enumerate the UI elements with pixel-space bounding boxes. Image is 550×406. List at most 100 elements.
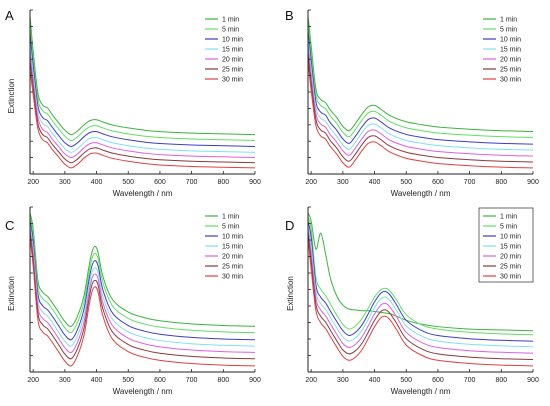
x-tick-label: 600 [154,179,166,186]
series-line-15-min [308,225,533,348]
legend-entry: 15 min [500,244,521,251]
legend-entry: 15 min [222,244,243,251]
panel-label: B [285,8,294,23]
legend-entry: 10 min [500,234,521,241]
panel-label: C [5,218,14,233]
legend-entry: 5 min [222,224,239,231]
x-tick-label: 600 [154,377,166,384]
x-tick-label: 300 [59,179,71,186]
x-tick-label: 500 [400,179,412,186]
panel-b: 200 300 400 500 600 700 800 900 Wavelength / nm B… [285,8,539,198]
x-tick-label: 800 [495,377,507,384]
series-lines [30,213,255,367]
x-tick-label: 900 [527,377,539,384]
series-line-15-min [308,38,533,151]
series-line-1-min [30,16,255,136]
series-line-30-min [30,236,255,367]
legend-entry: 5 min [222,27,239,34]
legend: 1 min 5 min 10 min 15 min 20 min 25 min 30 min [205,17,243,84]
panel-c: 200 300 400 500 600 700 800 900 Wavelength / nm E… [5,206,261,396]
x-tick-label: 700 [464,179,476,186]
series-line-20-min [308,45,533,157]
x-tick-label: 600 [432,377,444,384]
series-lines [308,212,533,367]
x-tick-label: 700 [186,179,198,186]
series-line-10-min [308,30,533,145]
x-tick-label: 500 [122,179,134,186]
series-line-25-min [30,232,255,360]
panel-a: 200 300 400 500 600 700 800 900 Wavelength / nm E… [5,8,261,198]
series-line-1-min [308,212,533,332]
y-axis-title: Extinction [7,276,16,311]
series-line-25-min [30,60,255,164]
series-line-10-min [30,220,255,341]
x-tick-label: 800 [217,179,229,186]
x-axis-title: Wavelength / nm [113,387,173,396]
legend-entry: 20 min [222,254,243,261]
panel-label: A [5,8,14,23]
panel-d: 200 300 400 500 600 700 800 900 Wavelength / nm E… [285,206,539,396]
legend-entry: 25 min [222,67,243,74]
x-tick-label: 400 [91,179,103,186]
legend-entry: 30 min [222,77,243,84]
x-tick-label: 500 [400,377,412,384]
series-line-30-min [308,237,533,367]
series-line-15-min [30,42,255,153]
legend-entry: 1 min [500,17,517,24]
series-line-20-min [30,51,255,159]
legend-entry: 30 min [222,274,243,281]
x-tick-label: 800 [217,377,229,384]
legend-entry: 10 min [222,37,243,44]
legend: 1 min 5 min 10 min 15 min 20 min 25 min 30 min [478,207,534,283]
legend-entry: 30 min [500,77,521,84]
x-tick-label: 900 [249,179,261,186]
x-tick-label: 700 [464,377,476,384]
x-tick-label: 200 [27,179,39,186]
series-line-30-min [30,69,255,169]
legend-entry: 20 min [500,254,521,261]
x-tick-label: 900 [249,377,261,384]
legend-entry: 30 min [500,274,521,281]
x-axis-title: Wavelength / nm [391,387,451,396]
series-line-1-min [308,16,533,132]
legend-entry: 10 min [500,37,521,44]
x-tick-label: 300 [59,377,71,384]
series-line-15-min [30,224,255,347]
legend-entry: 5 min [500,224,517,231]
panel-label: D [285,218,294,233]
series-line-5-min [308,216,533,336]
legend-entry: 1 min [222,17,239,24]
series-lines [308,16,533,169]
x-tick-label: 500 [122,377,134,384]
series-line-20-min [308,229,533,354]
legend-entry: 1 min [222,214,239,221]
series-line-20-min [30,228,255,354]
x-tick-label: 300 [337,179,349,186]
x-axis-title: Wavelength / nm [391,189,451,198]
x-tick-label: 200 [305,179,317,186]
legend: 1 min 5 min 10 min 15 min 20 min 25 min 30 min [205,214,243,281]
series-line-5-min [308,23,533,138]
legend-entry: 15 min [222,47,243,54]
legend-entry: 1 min [500,214,517,221]
legend-entry: 10 min [222,234,243,241]
legend-box [478,207,534,283]
x-tick-label: 800 [495,179,507,186]
x-axis-title: Wavelength / nm [113,189,173,198]
x-tick-label: 400 [91,377,103,384]
legend: 1 min 5 min 10 min 15 min 20 min 25 min 30 min [483,17,521,84]
x-tick-label: 700 [186,377,198,384]
series-line-1-min [30,213,255,327]
legend-entry: 20 min [222,57,243,64]
x-tick-label: 600 [432,179,444,186]
series-line-25-min [308,233,533,360]
x-tick-label: 200 [305,377,317,384]
y-axis-title: Extinction [286,276,295,311]
legend-entry: 15 min [500,47,521,54]
x-tick-label: 200 [27,377,39,384]
legend-entry: 25 min [222,264,243,271]
series-line-25-min [308,53,533,163]
series-line-30-min [308,60,533,169]
series-lines [30,16,255,169]
series-line-5-min [30,24,255,142]
